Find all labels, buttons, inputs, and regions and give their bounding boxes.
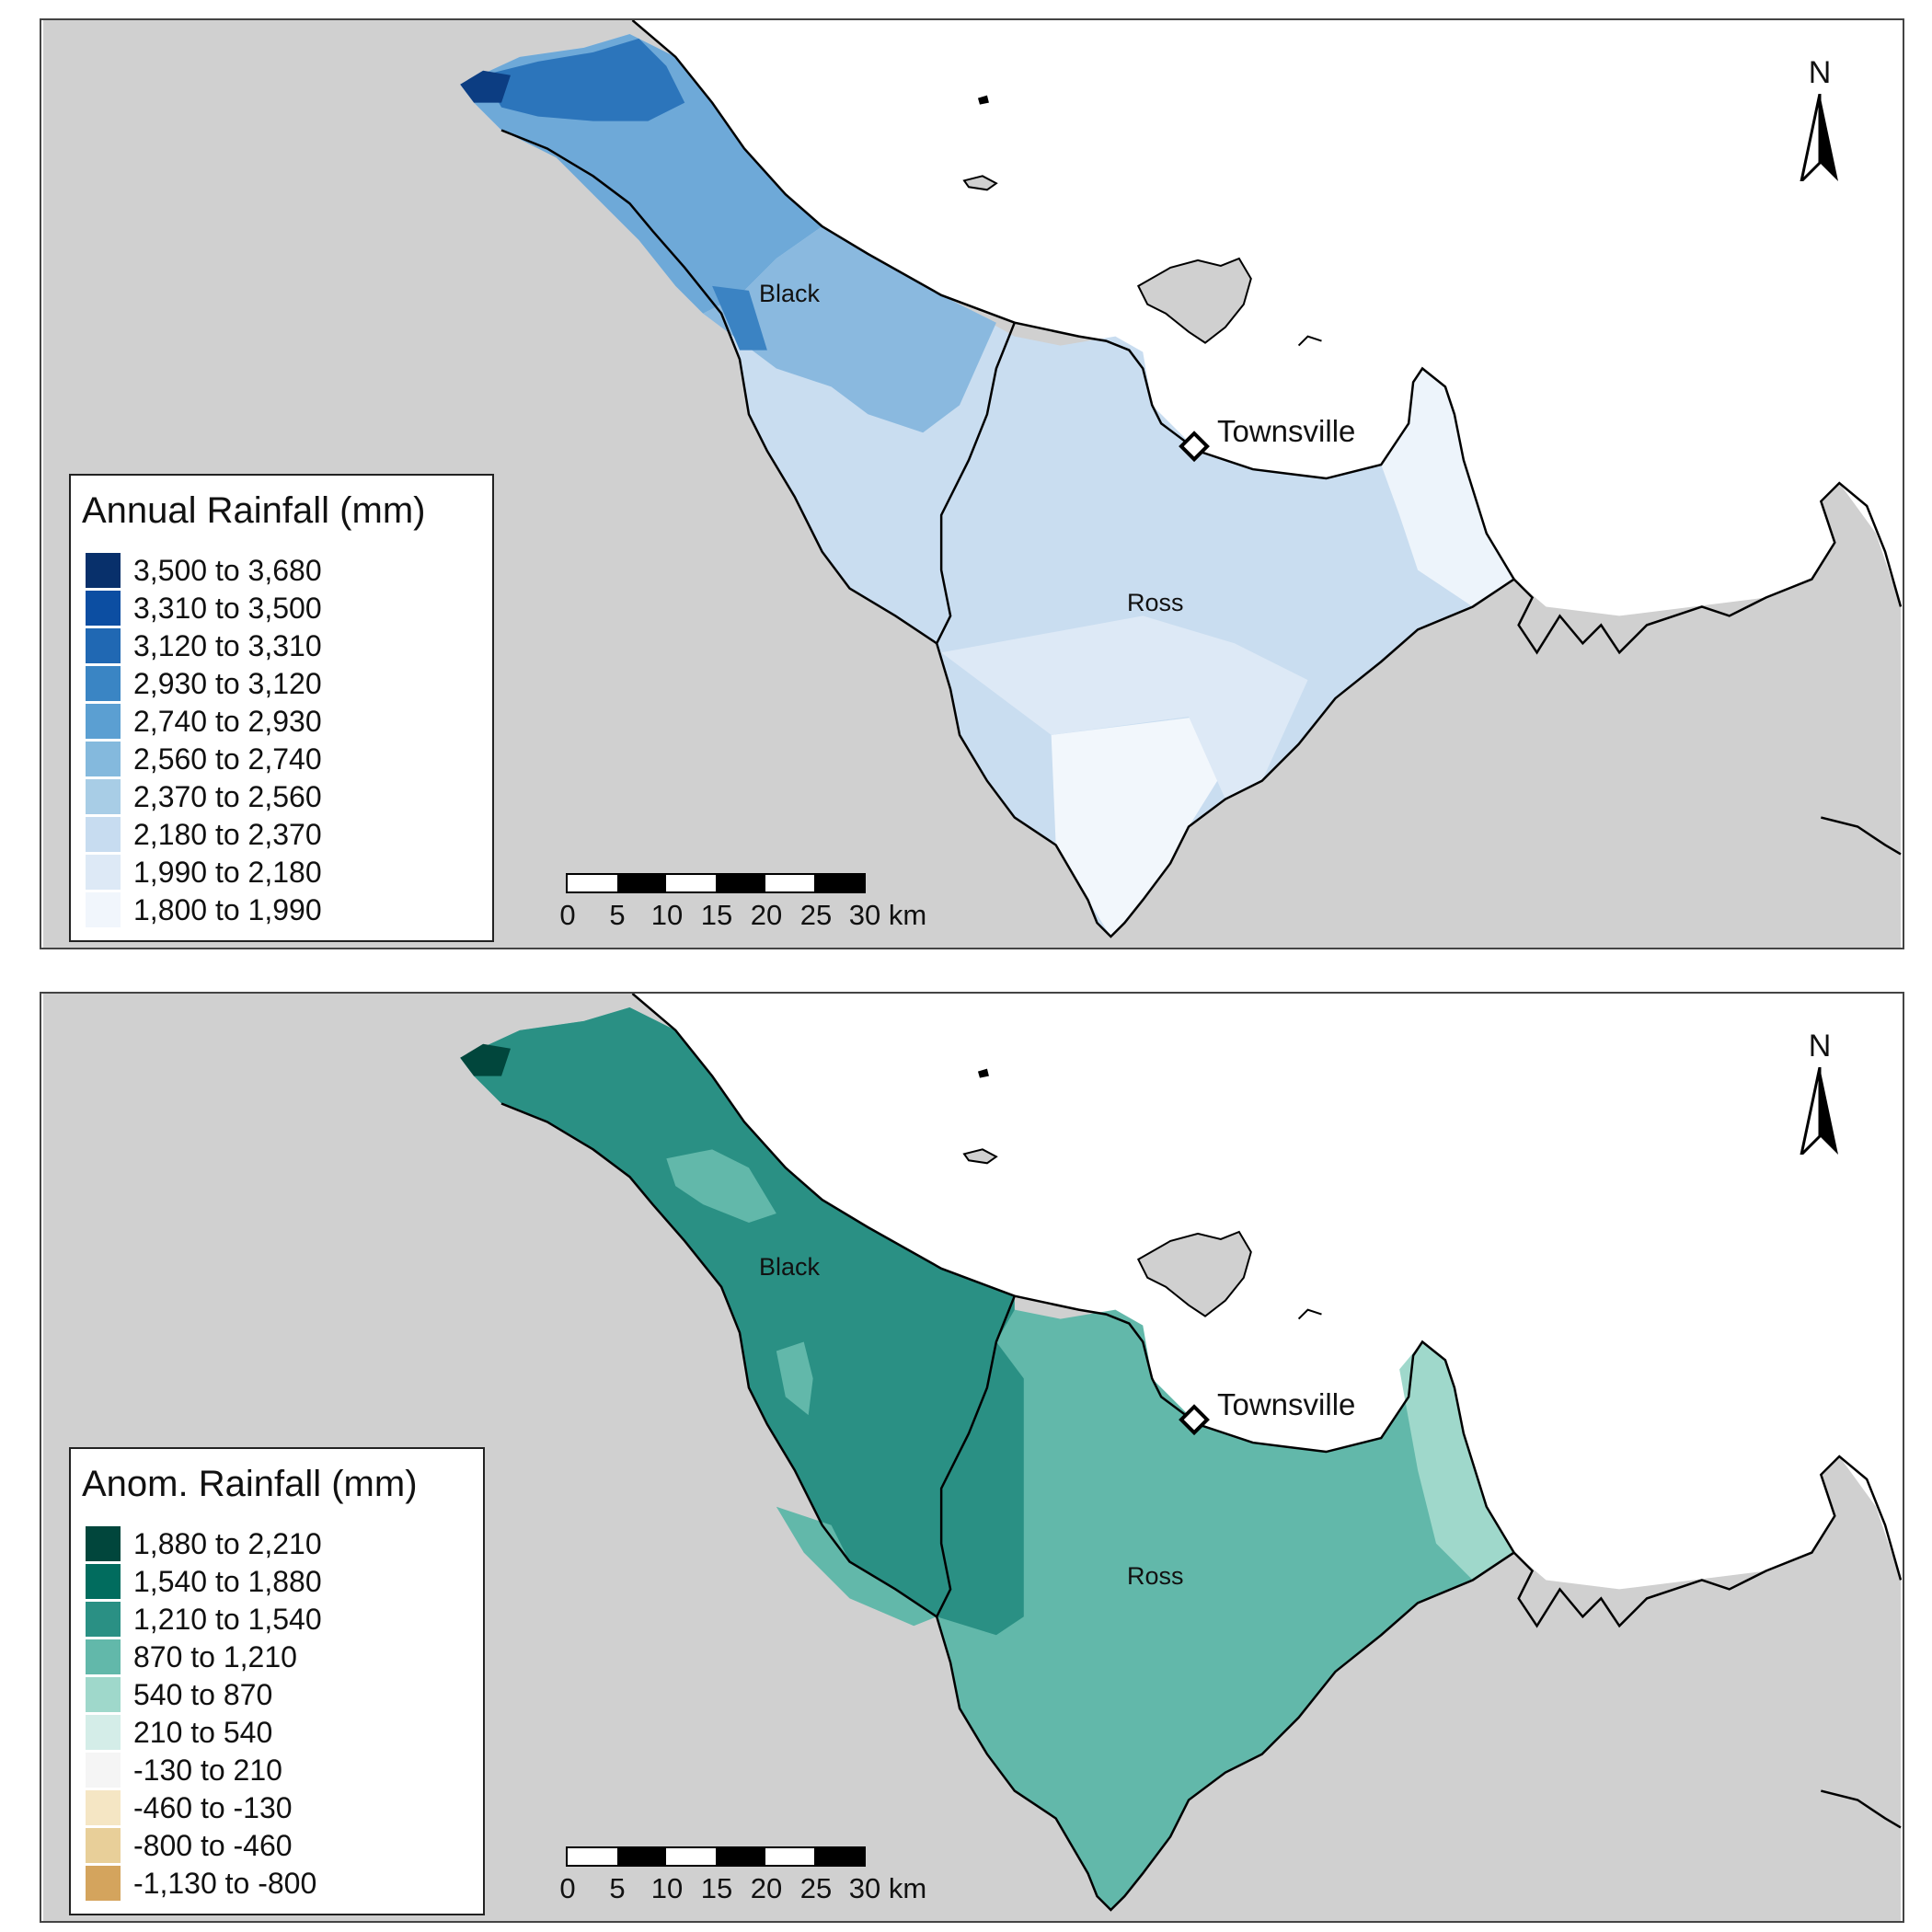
legend-label: 3,500 to 3,680 [133,554,322,587]
legend-label: 1,800 to 1,990 [133,893,322,926]
townsville-marker [1179,431,1210,463]
scale-bar: 0 5 10 15 20 25 30 km [557,871,943,936]
legend-label: 210 to 540 [133,1716,273,1749]
north-label: N [1808,1029,1832,1064]
scale-tick: 30 km [848,899,927,931]
scale-tick: 10 [650,899,684,931]
legend-label: 2,930 to 3,120 [133,667,322,700]
legend: Anom. Rainfall (mm) 1,880 to 2,210 1,540… [69,1447,485,1915]
legend-swatch [86,1677,121,1712]
townsville-marker [1179,1404,1210,1436]
legend-swatch [86,591,121,626]
legend-label: 1,540 to 1,880 [133,1565,322,1598]
legend-label: 3,120 to 3,310 [133,629,322,662]
label-ross: Ross [1127,1562,1184,1590]
legend-label: 2,180 to 2,370 [133,818,322,851]
annual-rainfall-map: Black Ross Townsville N 0 5 10 15 20 25 … [40,18,1904,949]
north-arrow: N [1788,55,1852,184]
north-arrow-icon [1800,1067,1838,1155]
island [1136,1230,1252,1317]
scale-tick: 25 [799,899,833,931]
scale-tick: 25 [799,1872,833,1904]
scale-bar: 0 5 10 15 20 25 30 km [557,1845,943,1909]
anomaly-rainfall-map: Black Ross Townsville N 0 5 10 15 20 25 … [40,992,1904,1923]
legend-swatch [86,666,121,701]
north-arrow-icon [1800,94,1838,181]
legend-swatch [86,892,121,927]
label-townsville: Townsville [1217,414,1356,448]
scale-tick: 15 [700,1872,733,1904]
legend-swatch [86,779,121,814]
legend-swatch [86,1828,121,1863]
scale-tick: 5 [609,899,626,931]
north-label: N [1808,55,1832,90]
legend-label: 3,310 to 3,500 [133,592,322,625]
legend-label: -800 to -460 [133,1829,293,1862]
legend-swatch [86,704,121,739]
legend-label: -1,130 to -800 [133,1867,317,1900]
legend-swatch [86,628,121,663]
legend-label: 2,370 to 2,560 [133,780,322,813]
legend-label: 870 to 1,210 [133,1640,297,1673]
scale-tick: 5 [609,1872,626,1904]
map-canvas [43,20,1903,948]
legend-label: 1,210 to 1,540 [133,1603,322,1636]
legend-label: 540 to 870 [133,1678,273,1711]
legend-label: 1,880 to 2,210 [133,1527,322,1560]
legend-swatch [86,1715,121,1750]
scale-tick: 30 km [848,1872,927,1904]
sub-catchment-divide [936,1295,1016,1617]
legend-swatch [86,1526,121,1561]
scale-tick: 20 [750,1872,783,1904]
label-ross: Ross [1127,589,1184,616]
scale-tick: 0 [559,899,576,931]
label-black: Black [759,280,821,307]
legend-swatch [86,817,121,852]
catchment-boundary [500,129,1516,938]
legend-swatch [86,1564,121,1599]
scale-tick: 10 [650,1872,684,1904]
label-black: Black [759,1253,821,1281]
legend-title: Annual Rainfall (mm) [82,490,426,531]
legend-label: 2,740 to 2,930 [133,705,322,738]
sub-catchment-divide [936,322,1016,644]
legend-swatch [86,855,121,890]
legend-swatch [86,553,121,588]
catchment-boundary [500,1102,1516,1912]
scale-tick: 0 [559,1872,576,1904]
legend-label: 2,560 to 2,740 [133,742,322,776]
legend-swatch [86,1790,121,1825]
legend-label: -130 to 210 [133,1754,282,1787]
legend-swatch [86,1753,121,1788]
legend-label: 1,990 to 2,180 [133,856,322,889]
scale-tick: 20 [750,899,783,931]
legend: Annual Rainfall (mm) 3,500 to 3,680 3,31… [69,474,494,942]
island [1136,257,1252,344]
label-townsville: Townsville [1217,1387,1356,1421]
legend-title: Anom. Rainfall (mm) [82,1464,418,1504]
legend-swatch [86,1602,121,1637]
legend-label: -460 to -130 [133,1791,293,1824]
legend-swatch [86,742,121,776]
legend-swatch [86,1866,121,1901]
scale-tick: 15 [700,899,733,931]
legend-swatch [86,1639,121,1674]
north-arrow: N [1788,1029,1852,1157]
